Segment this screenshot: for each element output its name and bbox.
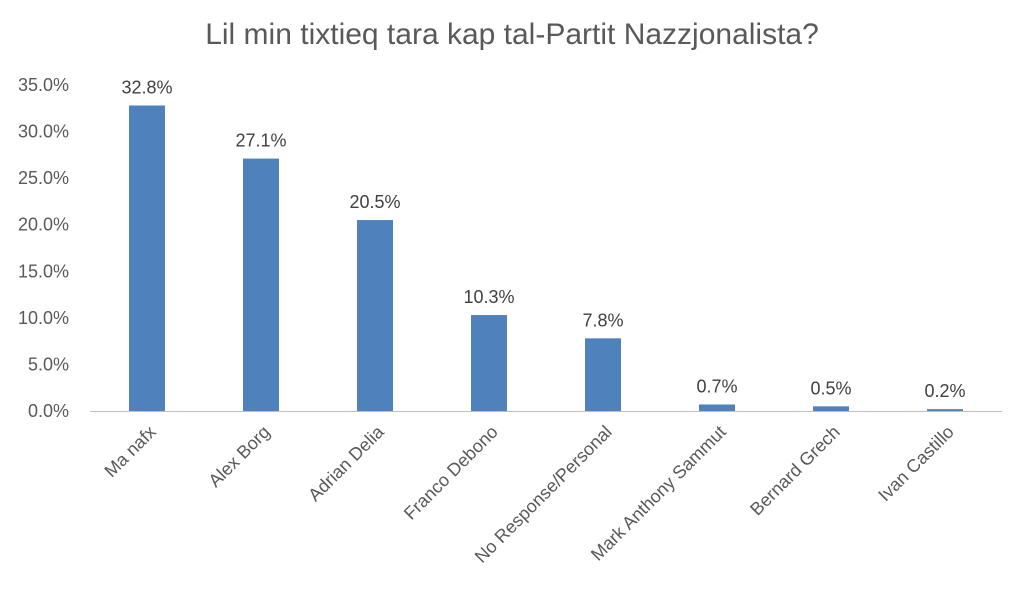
x-axis-category-labels: Ma nafx Alex Borg Adrian Delia Franco Debon… [100,421,957,567]
bar [243,158,279,411]
y-tick-label: 0.0% [28,401,69,421]
y-axis-tick-labels: 0.0% 5.0% 10.0% 15.0% 20.0% 25.0% 30.0% 35.0% [18,75,69,421]
y-tick-label: 10.0% [18,308,69,328]
bar [471,315,507,411]
category-label: Adrian Delia [304,421,388,505]
bar [357,220,393,411]
bar [813,406,849,411]
bar [927,409,963,411]
data-label: 0.2% [924,381,965,401]
category-label: Franco Debono [400,422,502,524]
bars [129,105,963,412]
y-tick-label: 15.0% [18,261,69,281]
data-label: 0.5% [810,378,851,398]
category-label: Ivan Castillo [874,422,957,505]
y-tick-label: 35.0% [18,75,69,95]
bar [699,404,735,411]
y-tick-label: 20.0% [18,215,69,235]
y-tick-label: 25.0% [18,168,69,188]
data-label: 0.7% [696,376,737,396]
y-tick-label: 5.0% [28,354,69,374]
data-label: 27.1% [235,131,286,151]
bar [129,105,165,412]
data-label: 20.5% [349,192,400,212]
category-label: Bernard Grech [746,422,844,520]
chart-title: Lil min tixtieq tara kap tal-Partit Nazz… [205,18,819,51]
category-label: Alex Borg [204,422,273,491]
data-label: 10.3% [463,287,514,307]
data-label: 7.8% [582,310,623,330]
data-label: 32.8% [121,77,172,97]
category-label: Ma nafx [100,422,159,481]
y-tick-label: 30.0% [18,122,69,142]
data-labels: 32.8% 27.1% 20.5% 10.3% 7.8% 0.7% 0.5% 0.2% [121,77,965,401]
bar [585,338,621,411]
